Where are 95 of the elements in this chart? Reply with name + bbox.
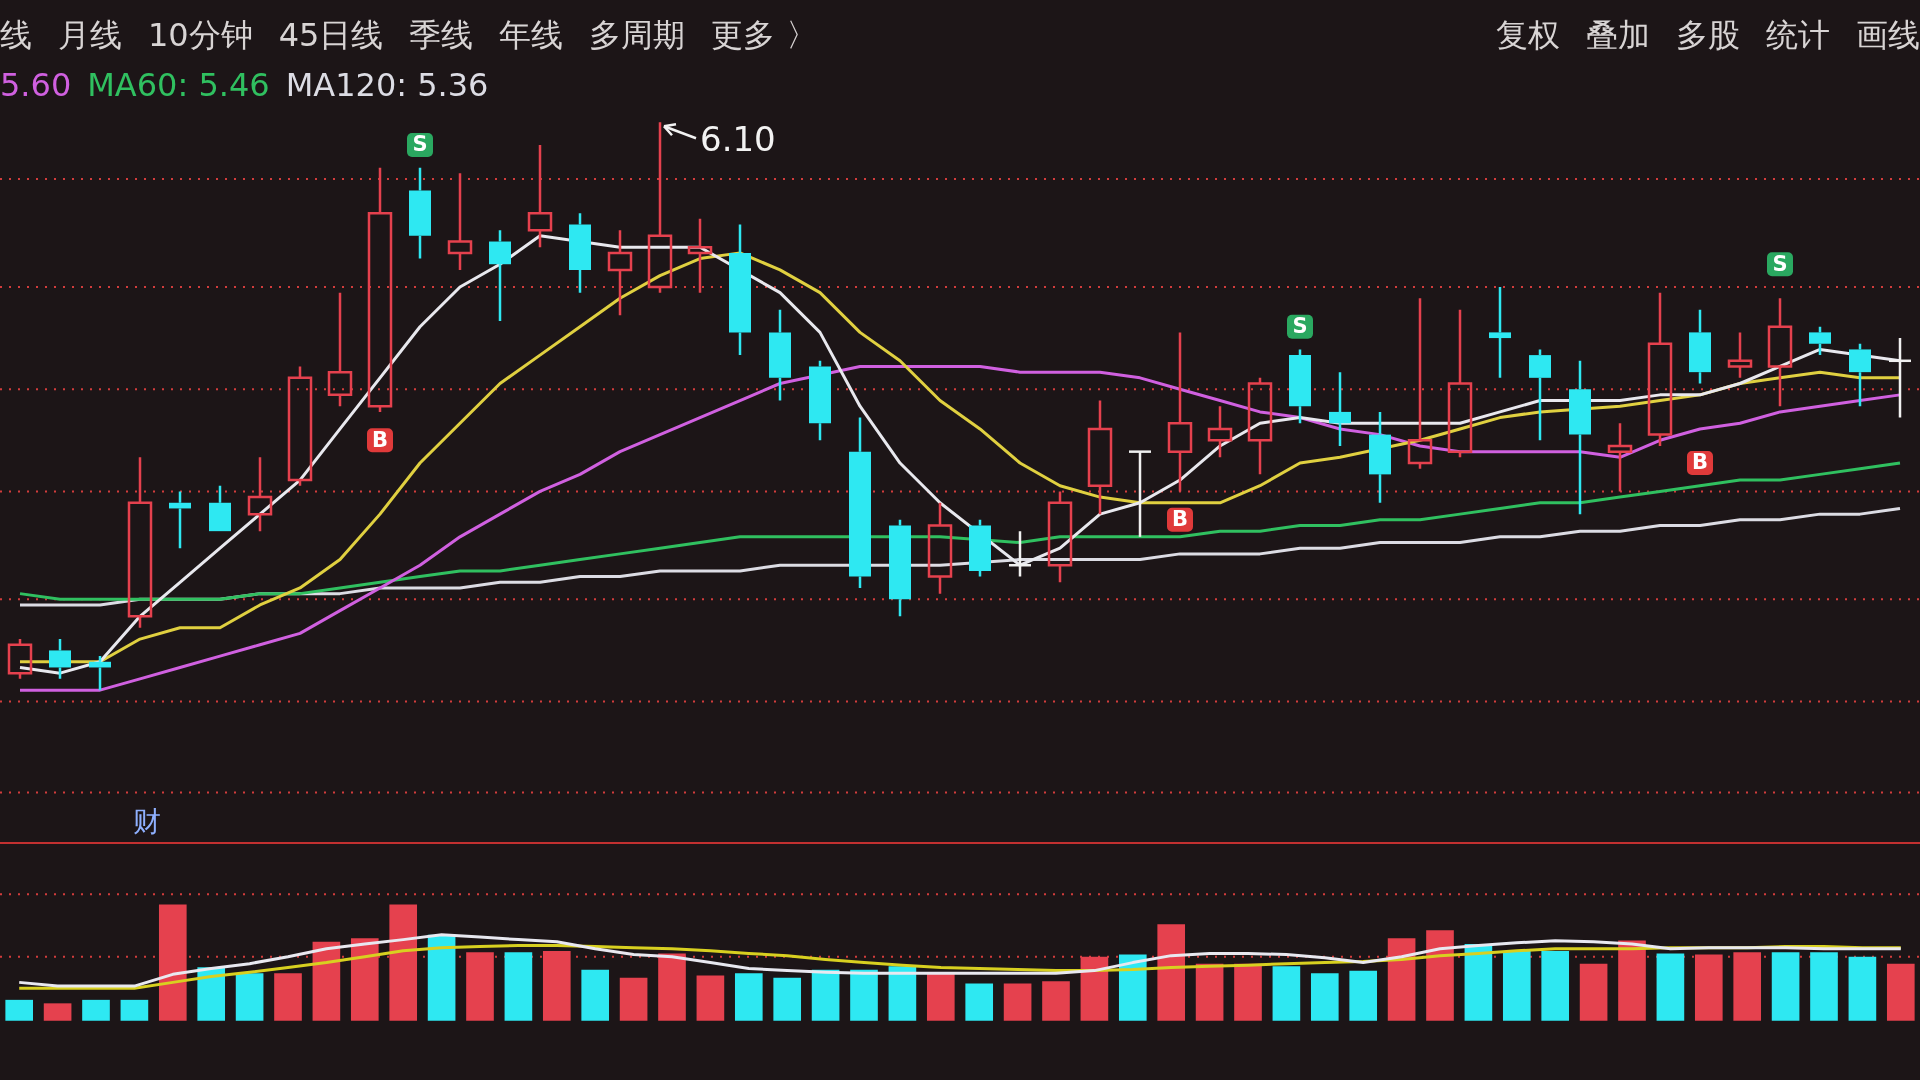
bar [1848,956,1877,1021]
text: 45日线 [278,15,384,56]
bar [1387,938,1416,1021]
bar [427,934,456,1021]
text: 5.60 [0,66,72,104]
bar [350,938,379,1021]
bar [1195,963,1224,1021]
bar [926,973,955,1021]
candlestick [687,217,713,294]
bar [773,977,802,1021]
candlestick [1607,422,1633,493]
candlestick [1247,376,1273,476]
text: 叠加 [1586,15,1650,56]
bar [1733,952,1762,1021]
text: MA60: 5.46 [87,66,270,104]
bar [504,952,533,1021]
bar [619,977,648,1021]
bar [1080,956,1109,1021]
candlestick [1047,490,1073,584]
bar [1541,951,1570,1021]
bar [965,983,994,1021]
bar [734,973,763,1021]
bar [1656,953,1685,1021]
bar [850,969,878,1021]
candlestick [447,172,473,272]
candlestick [1207,404,1233,459]
annotation: S [412,132,428,157]
candlestick [527,143,553,249]
annotation: S [1772,251,1788,276]
annotation: B [371,427,389,452]
bar [1118,954,1147,1021]
bar [1464,944,1493,1021]
bar [1694,954,1723,1021]
candlestick [1767,297,1793,408]
bar [1886,963,1915,1021]
text: 财 [133,804,161,840]
bar [1272,966,1301,1021]
candlestick [247,456,273,533]
candlestick [607,228,633,317]
candlestick [1727,331,1753,380]
bar [696,975,725,1021]
bar [235,973,264,1021]
bar [1502,951,1531,1021]
bar [542,951,571,1021]
bar [888,966,917,1021]
bar [5,999,34,1021]
bar [1426,930,1454,1021]
candlestick [367,166,393,414]
bar [1771,952,1800,1021]
text: 多周期 [589,15,686,56]
candlestick [1447,308,1473,459]
bar [312,941,341,1021]
bar [1618,940,1646,1021]
bar [1042,981,1070,1021]
bar [658,953,686,1021]
bar [1310,973,1339,1021]
candlestick [327,291,353,408]
annotation: 6.10 [700,119,776,160]
bar [811,969,840,1021]
candlestick [1167,331,1193,493]
candlestick [1647,291,1673,448]
bar [1003,983,1032,1021]
bar [120,999,149,1021]
bar [466,952,494,1021]
bar [274,973,302,1021]
text: 复权 [1496,15,1560,56]
candlestick [1407,297,1433,470]
text: 统计 [1766,15,1830,56]
bar [1234,963,1262,1021]
candlestick [1087,399,1113,516]
bar [1810,952,1838,1021]
bar [43,1003,72,1021]
bar [389,904,418,1021]
text: 线 [0,15,32,56]
bar [581,969,610,1021]
text: 年线 [499,15,564,56]
text: 月线 [58,15,122,56]
text: MA120: 5.36 [285,66,489,104]
candlestick [127,456,153,629]
annotation: B [1691,450,1709,475]
text: 10分钟 [148,15,253,56]
candlestick [927,501,953,595]
bar [1157,924,1186,1021]
candlestick [1127,450,1153,539]
candlestick [1007,529,1033,578]
bar [1579,963,1608,1021]
text: 更多 〉 [711,15,818,56]
bar [82,999,110,1021]
bar [158,904,187,1021]
text: 多股 [1676,15,1740,56]
annotation: S [1292,314,1308,339]
bar [1349,970,1378,1021]
annotation: B [1171,507,1189,532]
text: 季线 [409,15,474,56]
text: 画线 [1856,15,1920,56]
